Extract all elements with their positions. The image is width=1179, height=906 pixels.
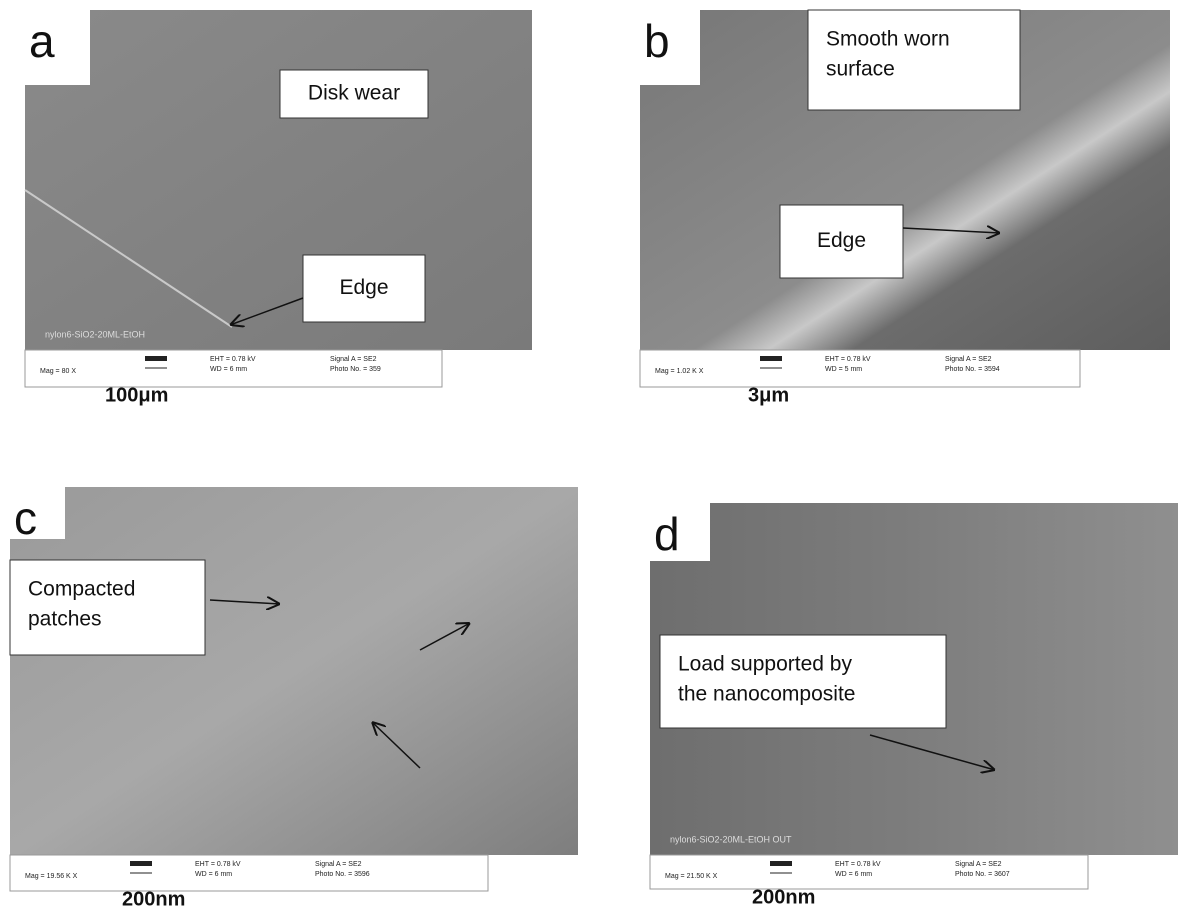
mag: Mag = 21.50 K X bbox=[665, 873, 718, 880]
wd: WD = 5 mm bbox=[825, 366, 862, 373]
signal: Signal A = SE2 bbox=[955, 861, 1002, 868]
panel-label: c bbox=[14, 492, 37, 544]
panel-label: d bbox=[654, 508, 680, 560]
annotation-text: Edge bbox=[817, 229, 866, 252]
annotation-text: Edge bbox=[339, 276, 388, 299]
panel-label: a bbox=[29, 15, 55, 67]
scale-label: 200nm bbox=[122, 888, 185, 906]
annotation-text: Compacted bbox=[28, 578, 135, 601]
annotation-text: Load supported by bbox=[678, 653, 852, 676]
photo-no: Photo No. = 3594 bbox=[945, 366, 1000, 373]
signal: Signal A = SE2 bbox=[330, 356, 377, 363]
scale-bar bbox=[770, 861, 792, 866]
scale-bar bbox=[145, 356, 167, 361]
wd: WD = 6 mm bbox=[210, 366, 247, 373]
micrograph bbox=[10, 487, 578, 855]
figure: a nylon6-SiO2-20ML-EtOH Mag = 80 X EHT = 0.… bbox=[0, 0, 1179, 906]
wd: WD = 6 mm bbox=[835, 871, 872, 878]
annotation-text: surface bbox=[826, 58, 895, 81]
info-bar bbox=[10, 855, 488, 891]
eht: EHT = 0.78 kV bbox=[195, 861, 241, 868]
scale-label: 200nm bbox=[752, 886, 815, 906]
annotation-text: Disk wear bbox=[308, 82, 400, 105]
panel-label: b bbox=[644, 15, 670, 67]
photo-no: Photo No. = 3607 bbox=[955, 871, 1010, 878]
annotation-text: Smooth worn bbox=[826, 28, 950, 51]
eht: EHT = 0.78 kV bbox=[835, 861, 881, 868]
mag: Mag = 19.56 K X bbox=[25, 873, 78, 880]
eht: EHT = 0.78 kV bbox=[210, 356, 256, 363]
scale-bar bbox=[130, 861, 152, 866]
mag: Mag = 80 X bbox=[40, 368, 76, 375]
signal: Signal A = SE2 bbox=[945, 356, 992, 363]
image-caption: nylon6-SiO2-20ML-EtOH bbox=[45, 329, 145, 339]
annotation-text: the nanocomposite bbox=[678, 683, 855, 706]
image-caption: nylon6-SiO2-20ML-EtOH OUT bbox=[670, 834, 792, 844]
signal: Signal A = SE2 bbox=[315, 861, 362, 868]
annotation-text: patches bbox=[28, 608, 102, 631]
eht: EHT = 0.78 kV bbox=[825, 356, 871, 363]
photo-no: Photo No. = 359 bbox=[330, 366, 381, 373]
scale-label: 100μm bbox=[105, 384, 168, 406]
photo-no: Photo No. = 3596 bbox=[315, 871, 370, 878]
mag: Mag = 1.02 K X bbox=[655, 368, 704, 375]
scale-label: 3μm bbox=[748, 384, 789, 406]
scale-bar bbox=[760, 356, 782, 361]
wd: WD = 6 mm bbox=[195, 871, 232, 878]
micrograph bbox=[25, 10, 532, 350]
annotation-box bbox=[660, 635, 946, 728]
